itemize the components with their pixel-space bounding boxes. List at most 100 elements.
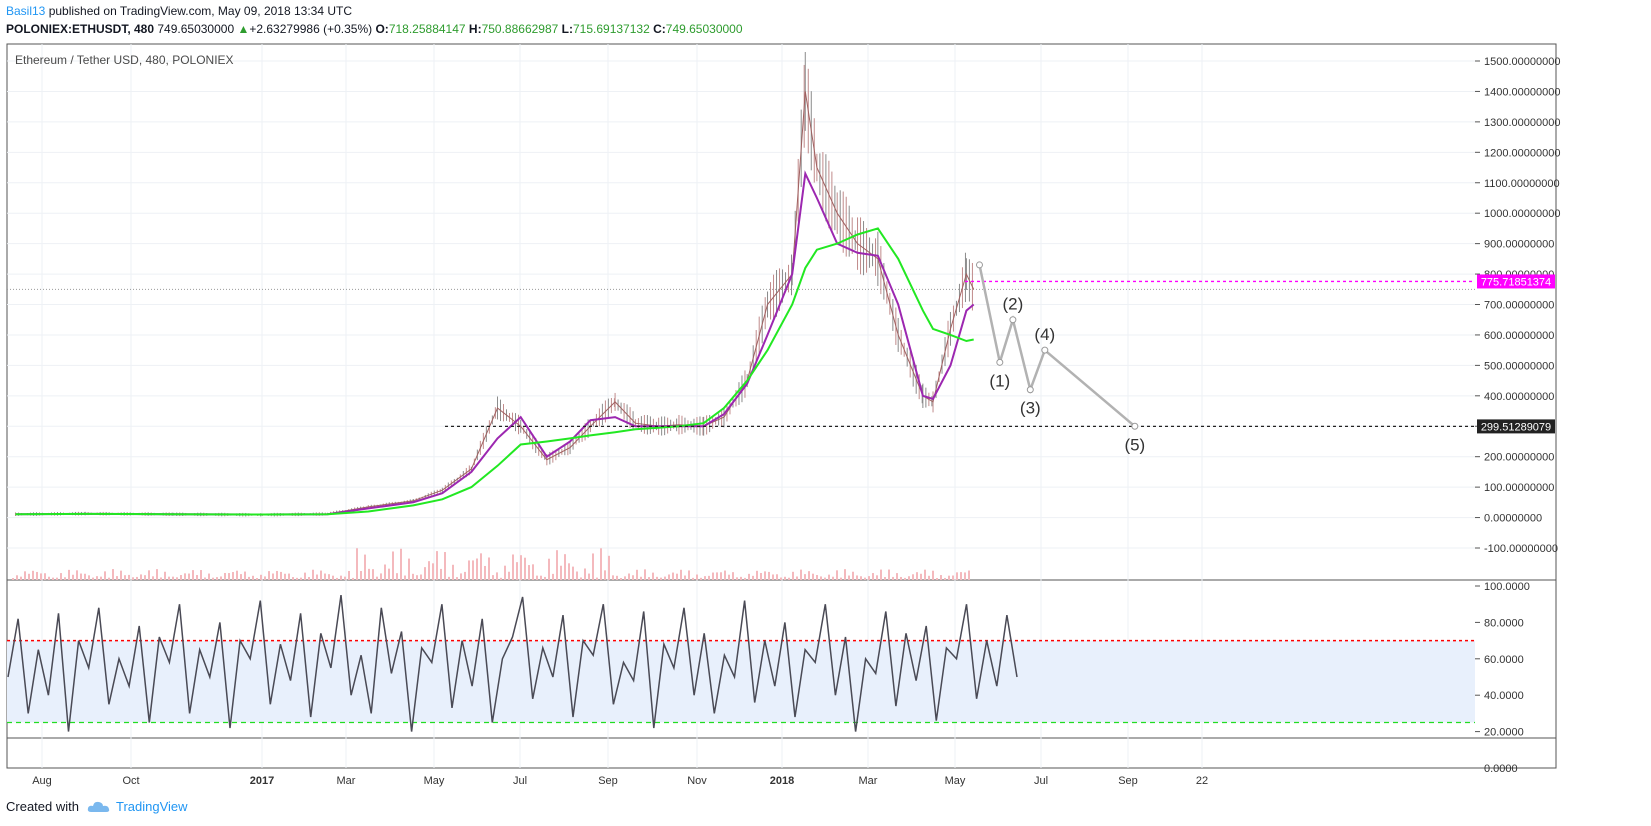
volume-bar	[308, 577, 310, 580]
volume-bar	[360, 570, 362, 580]
rsi-pane[interactable]	[7, 594, 1475, 732]
volume-bar	[68, 569, 70, 580]
rsi-tick-label: 80.0000	[1484, 617, 1524, 629]
wave-point	[1009, 316, 1017, 324]
volume-bar	[152, 576, 154, 580]
volume-bar	[496, 572, 498, 580]
volume-bar	[632, 575, 634, 580]
volume-bar	[380, 573, 382, 580]
close-label: C:	[653, 22, 666, 36]
volume-bar	[756, 570, 758, 580]
volume-bar	[768, 571, 770, 580]
volume-bar	[788, 577, 790, 580]
volume-bar	[48, 576, 50, 580]
volume-bar	[776, 574, 778, 580]
volume-bar	[156, 569, 158, 580]
price-tick-label: 900.00000000	[1484, 239, 1554, 251]
chart-title: Ethereum / Tether USD, 480, POLONIEX	[15, 53, 234, 67]
price-tick-label: 1500.00000000	[1484, 56, 1560, 68]
volume-bar	[452, 564, 454, 580]
volume-bar	[364, 554, 366, 580]
volume-bar	[176, 577, 178, 580]
volume-bar	[656, 576, 658, 580]
time-tick-label: Sep	[1118, 775, 1138, 787]
volume-bar	[16, 575, 18, 580]
rsi-band-fill	[7, 640, 1475, 723]
volume-bar	[564, 554, 566, 580]
wave-projection-line	[978, 264, 1136, 428]
author-link[interactable]: Basil13	[6, 4, 46, 18]
tradingview-brand: TradingView	[115, 799, 188, 814]
volume-bar	[912, 574, 914, 580]
price-tick-label: 0.00000000	[1484, 513, 1542, 525]
volume-bar	[700, 577, 702, 580]
volume-bar	[908, 576, 910, 580]
volume-bar	[180, 575, 182, 580]
volume-bar	[876, 575, 878, 580]
volume-bar	[72, 574, 74, 580]
volume-bar	[900, 576, 902, 580]
price-tick-label: 200.00000000	[1484, 452, 1554, 464]
volume-bar	[96, 576, 98, 580]
volume-bar	[928, 575, 930, 580]
volume-bar	[520, 555, 522, 580]
wave-label: (2)	[1002, 295, 1023, 314]
volume-bar	[344, 576, 346, 580]
volume-bar	[684, 575, 686, 580]
level-price-label: 775.71851374	[1481, 276, 1551, 288]
volume-bar	[476, 558, 478, 580]
volume-bar	[304, 572, 306, 580]
volume-bar	[588, 573, 590, 580]
axes: 1500.00000000 1400.00000000 1300.00000000 1…	[32, 56, 1560, 787]
volume-bar	[392, 551, 394, 580]
time-tick-label: Nov	[687, 775, 707, 787]
volume-bar	[844, 569, 846, 580]
time-tick-label: 2018	[770, 775, 794, 787]
wave-point	[1041, 346, 1049, 354]
volume-bar	[800, 569, 802, 580]
volume-bar	[312, 569, 314, 580]
rsi-tick-label: 20.0000	[1484, 727, 1524, 739]
volume-bar	[540, 575, 542, 580]
price-series-line	[15, 91, 975, 516]
volume-bar	[284, 573, 286, 580]
volume-bar	[504, 565, 506, 580]
volume-bar	[324, 573, 326, 580]
volume-bar	[92, 577, 94, 580]
volume-bar	[468, 560, 470, 580]
volume-bar	[524, 557, 526, 580]
volume-bar	[624, 576, 626, 580]
volume-bar	[416, 575, 418, 580]
time-tick-label: Jul	[513, 775, 527, 787]
tradingview-link[interactable]: TradingView	[87, 798, 188, 816]
price-tick-label: 700.00000000	[1484, 300, 1554, 312]
volume-bar	[320, 570, 322, 580]
volume-bar	[680, 569, 682, 580]
rsi-tick-label: 40.0000	[1484, 690, 1524, 702]
volume-bar	[812, 573, 814, 580]
time-tick-label: Oct	[122, 775, 139, 787]
volume-bar	[752, 575, 754, 580]
volume-bar	[780, 577, 782, 580]
time-tick-label: Sep	[598, 775, 618, 787]
wave-label: (4)	[1034, 325, 1055, 344]
volume-bar	[88, 575, 90, 580]
price-pane[interactable]: (1) (2) (3) (4) (5)	[7, 51, 1475, 580]
volume-bar	[300, 577, 302, 580]
volume-bar	[736, 577, 738, 580]
volume-bar	[932, 570, 934, 580]
volume-bar	[404, 575, 406, 580]
volume-bar	[720, 572, 722, 580]
volume-bar	[136, 576, 138, 580]
volume-bar	[544, 576, 546, 580]
time-tick-label: Mar	[859, 775, 878, 787]
price-tick-label: 1100.00000000	[1484, 178, 1560, 190]
close-value: 749.65030000	[665, 22, 743, 36]
wave-label: (3)	[1020, 399, 1041, 418]
volume-bar	[316, 574, 318, 580]
volume-bar	[168, 576, 170, 580]
wave-point	[996, 358, 1004, 366]
price-tick-label: 400.00000000	[1484, 391, 1554, 403]
volume-bar	[872, 573, 874, 580]
